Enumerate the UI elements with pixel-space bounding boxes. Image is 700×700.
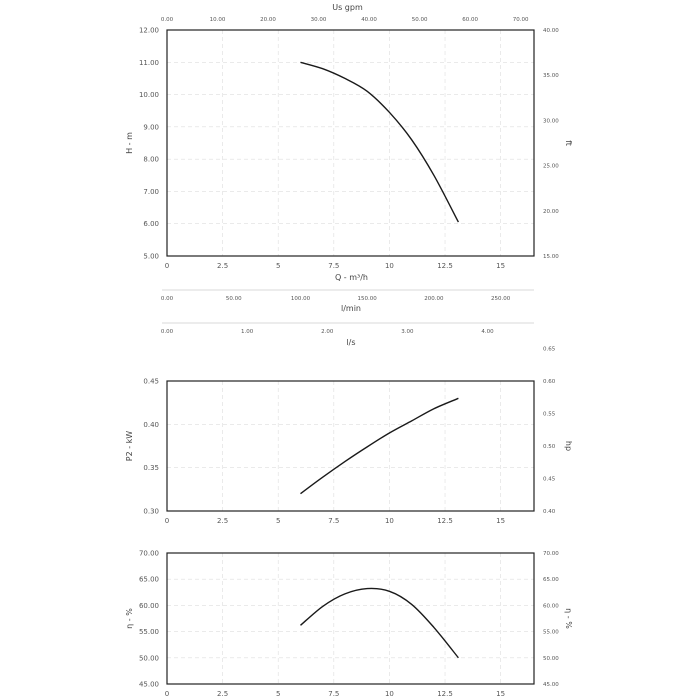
x-tick-label: 7.5 bbox=[328, 262, 339, 270]
series-line bbox=[300, 61, 460, 223]
flow-scale-tick-label: 4.00 bbox=[481, 329, 494, 335]
x-tick-label: 5 bbox=[276, 690, 280, 698]
flow-scale-tick-label: 0.00 bbox=[161, 296, 174, 302]
y-tick-label: 50.00 bbox=[139, 654, 159, 662]
x-tick-label: 5 bbox=[276, 262, 280, 270]
y2-tick-label: 0.40 bbox=[543, 509, 556, 515]
flow-scale-tick-label: 200.00 bbox=[424, 296, 444, 302]
flow-scale-tick-label: 50.00 bbox=[226, 296, 242, 302]
x-axis-label: Q - m³/h bbox=[335, 273, 368, 282]
x-tick-label: 10 bbox=[385, 517, 394, 525]
y2-tick-label: 35.00 bbox=[543, 73, 559, 79]
y-tick-label: 6.00 bbox=[143, 220, 159, 228]
x-tick-label: 5 bbox=[276, 517, 280, 525]
top-tick-label: 10.00 bbox=[210, 17, 226, 23]
plot-frame bbox=[166, 29, 535, 257]
y-tick-label: 5.00 bbox=[143, 253, 159, 261]
x-tick-label: 2.5 bbox=[217, 262, 228, 270]
y-tick-label: 55.00 bbox=[139, 628, 159, 636]
y-tick-label: 60.00 bbox=[139, 602, 159, 610]
y-tick-label: 0.35 bbox=[143, 464, 159, 472]
top-tick-label: 30.00 bbox=[311, 17, 327, 23]
y2-tick-label: 45.00 bbox=[543, 682, 559, 688]
y-tick-label: 65.00 bbox=[139, 576, 159, 584]
flow-scale-tick-label: 100.00 bbox=[291, 296, 311, 302]
top-tick-label: 70.00 bbox=[513, 17, 529, 23]
x-tick-label: 12.5 bbox=[437, 517, 453, 525]
top-axis-label: Us gpm bbox=[332, 3, 363, 12]
y-axis-label: P2 - kW bbox=[125, 431, 134, 462]
top-tick-label: 0.00 bbox=[161, 17, 174, 23]
y2-tick-label: 25.00 bbox=[543, 164, 559, 170]
y2-tick-label: 40.00 bbox=[543, 28, 559, 34]
y2-tick-label: 55.00 bbox=[543, 630, 559, 636]
flow-scale-tick-label: 1.00 bbox=[241, 329, 254, 335]
plot-frame bbox=[166, 380, 535, 512]
y2-tick-label: 0.45 bbox=[543, 477, 556, 483]
y2-tick-label: 50.00 bbox=[543, 656, 559, 662]
series-line bbox=[300, 397, 459, 495]
y2-tick-label: 0.55 bbox=[543, 412, 556, 418]
y-tick-label: 0.30 bbox=[143, 508, 159, 516]
x-tick-label: 12.5 bbox=[437, 262, 453, 270]
x-tick-label: 0 bbox=[165, 262, 169, 270]
x-tick-label: 10 bbox=[385, 262, 394, 270]
y-tick-label: 45.00 bbox=[139, 681, 159, 689]
x-tick-label: 2.5 bbox=[217, 690, 228, 698]
flow-scale-tick-label: 250.00 bbox=[491, 296, 511, 302]
flow-scale-tick-label: 150.00 bbox=[358, 296, 378, 302]
y2-axis-label: hp bbox=[564, 441, 573, 451]
flow-scale-label: l/s bbox=[346, 338, 355, 347]
plot-frame bbox=[166, 552, 535, 685]
x-tick-label: 10 bbox=[385, 690, 394, 698]
y-tick-label: 12.00 bbox=[139, 27, 159, 35]
flow-scale-tick-label: 3.00 bbox=[401, 329, 414, 335]
y-axis-label: η - % bbox=[125, 608, 134, 629]
y2-tick-label: 70.00 bbox=[543, 551, 559, 557]
flow-scale-label: l/min bbox=[341, 304, 361, 313]
y-tick-label: 8.00 bbox=[143, 156, 159, 164]
flow-scale-tick-label: 0.00 bbox=[161, 329, 174, 335]
y2-tick-label: 0.60 bbox=[543, 379, 556, 385]
y-tick-label: 10.00 bbox=[139, 91, 159, 99]
x-tick-label: 15 bbox=[496, 517, 505, 525]
y2-tick-label: 15.00 bbox=[543, 254, 559, 260]
top-tick-label: 20.00 bbox=[260, 17, 276, 23]
y2-tick-label: 60.00 bbox=[543, 603, 559, 609]
y2-axis-label: η - % bbox=[564, 608, 573, 629]
y-tick-label: 11.00 bbox=[139, 59, 159, 67]
y2-tick-label: 30.00 bbox=[543, 118, 559, 124]
x-tick-label: 7.5 bbox=[328, 690, 339, 698]
y2-tick-label: 0.65 bbox=[543, 347, 556, 353]
x-tick-label: 0 bbox=[165, 517, 169, 525]
series-line bbox=[300, 587, 459, 659]
y-tick-label: 9.00 bbox=[143, 123, 159, 131]
x-tick-label: 2.5 bbox=[217, 517, 228, 525]
y-tick-label: 0.45 bbox=[143, 378, 159, 386]
x-tick-label: 0 bbox=[165, 690, 169, 698]
flow-scale-tick-label: 2.00 bbox=[321, 329, 334, 335]
y2-axis-label: ft bbox=[564, 140, 573, 146]
x-tick-label: 15 bbox=[496, 262, 505, 270]
top-tick-label: 60.00 bbox=[462, 17, 478, 23]
y-tick-label: 7.00 bbox=[143, 188, 159, 196]
y-axis-label: H - m bbox=[125, 132, 134, 154]
y2-tick-label: 0.50 bbox=[543, 444, 556, 450]
x-tick-label: 7.5 bbox=[328, 517, 339, 525]
y-tick-label: 0.40 bbox=[143, 421, 159, 429]
y2-tick-label: 20.00 bbox=[543, 209, 559, 215]
x-tick-label: 15 bbox=[496, 690, 505, 698]
x-tick-label: 12.5 bbox=[437, 690, 453, 698]
top-tick-label: 40.00 bbox=[361, 17, 377, 23]
y-tick-label: 70.00 bbox=[139, 550, 159, 558]
y2-tick-label: 65.00 bbox=[543, 577, 559, 583]
top-tick-label: 50.00 bbox=[412, 17, 428, 23]
